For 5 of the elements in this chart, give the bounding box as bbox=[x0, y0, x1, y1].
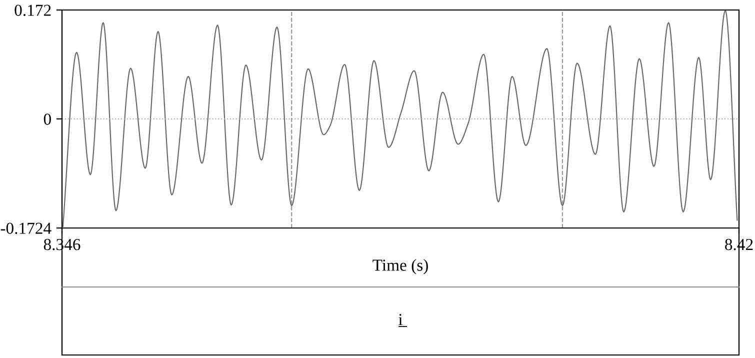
y-tick-label: 0 bbox=[44, 114, 51, 125]
y-tick-label: -0.1724 bbox=[0, 222, 52, 234]
text: i̲ bbox=[398, 314, 407, 327]
y-tick-label: 0.172 bbox=[14, 4, 51, 16]
x-axis-title: Time (s) bbox=[372, 259, 428, 274]
